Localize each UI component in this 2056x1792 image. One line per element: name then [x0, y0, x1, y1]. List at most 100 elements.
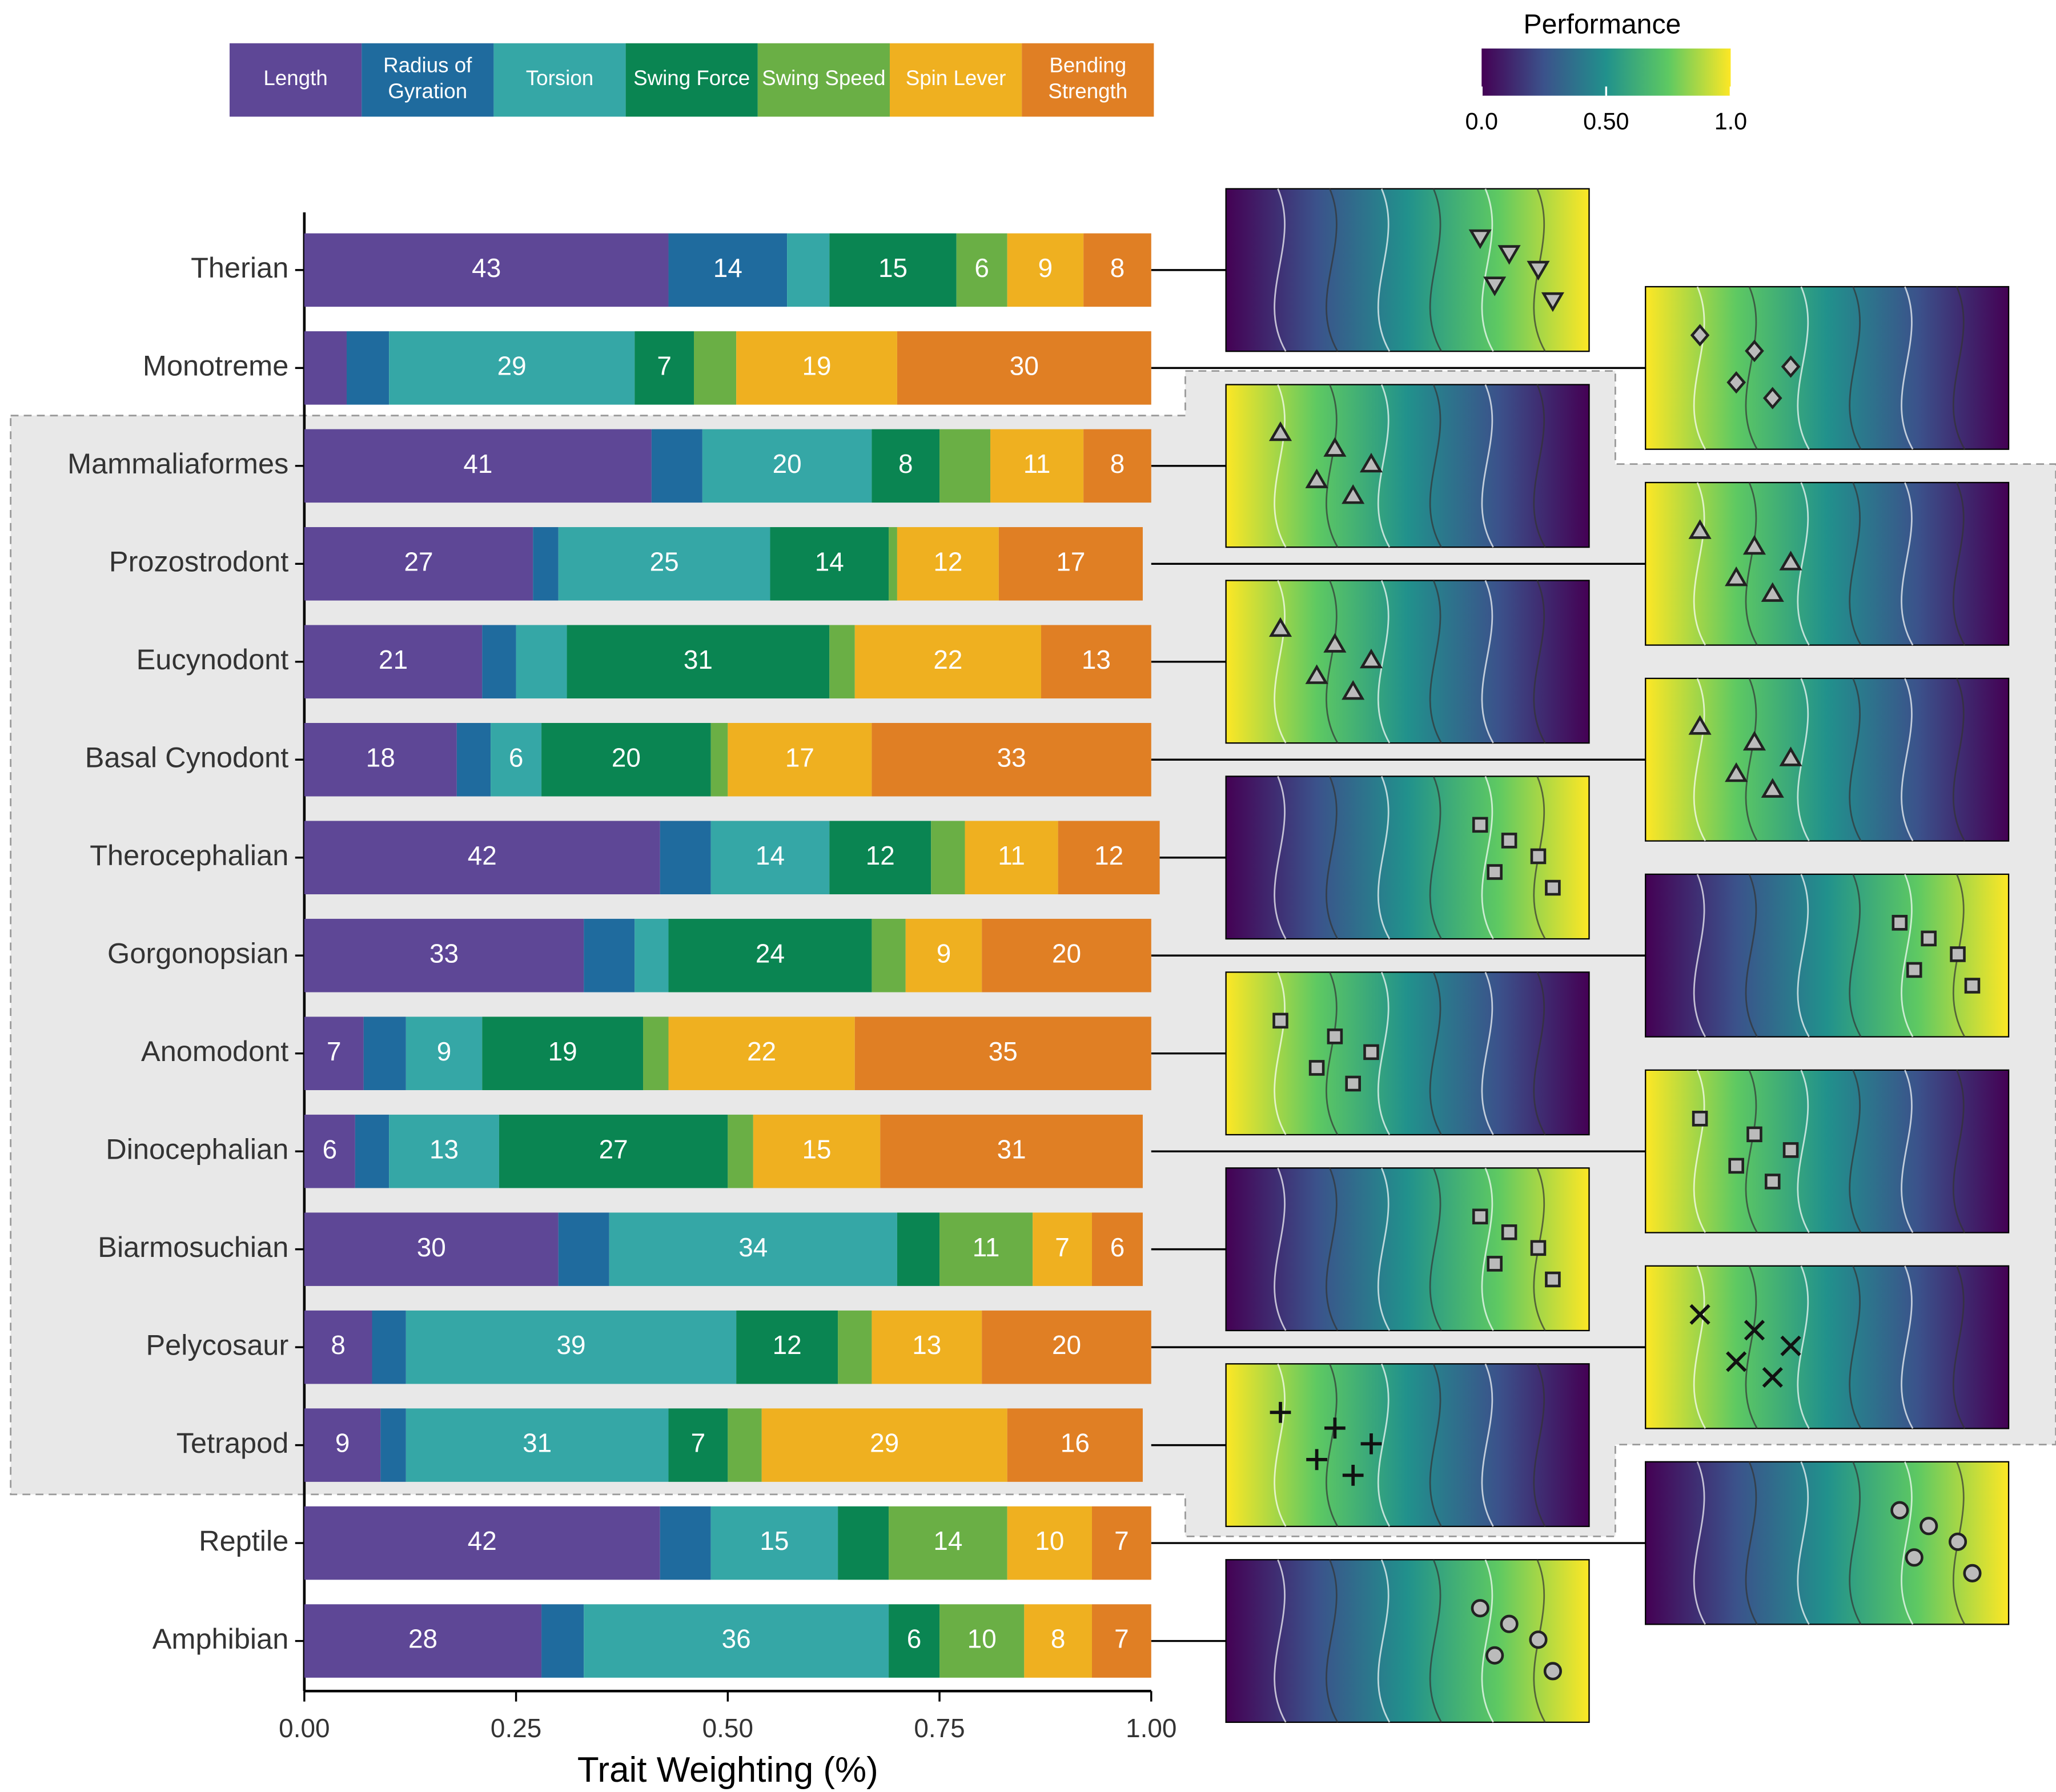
bar-segment — [499, 1114, 728, 1188]
contour-line — [1797, 1461, 1810, 1625]
bar-segment — [491, 722, 542, 797]
contour-line — [1849, 1461, 1862, 1625]
contour-line — [1429, 580, 1442, 744]
contour-line — [1274, 580, 1287, 744]
panel-marker — [1779, 551, 1802, 570]
contour-line — [1952, 482, 1966, 646]
panel-marker — [1324, 1417, 1346, 1439]
contour-line — [1533, 580, 1546, 744]
panel-marker — [1963, 1564, 1982, 1582]
contour-panel — [1645, 873, 2010, 1038]
panel-marker — [1501, 833, 1517, 849]
contour-line — [1481, 776, 1494, 939]
bar-segment — [609, 1212, 897, 1286]
bar-segment — [710, 821, 830, 895]
y-tick-label: Dinocephalian — [106, 1133, 288, 1166]
contour-line — [1952, 1265, 1966, 1429]
data-label: 13 — [429, 1134, 459, 1164]
panel-marker — [1497, 245, 1521, 265]
panel-marker — [1270, 1401, 1291, 1423]
data-label: 25 — [650, 547, 679, 576]
panel-marker — [1359, 648, 1383, 669]
bar-segment — [897, 1212, 940, 1286]
panel-marker — [1323, 633, 1347, 653]
data-label: 7 — [1114, 1624, 1129, 1654]
bar-segment — [1033, 1212, 1092, 1286]
contour-line — [1797, 678, 1810, 842]
contour-line — [1693, 678, 1706, 842]
bar-segment — [405, 1016, 483, 1090]
panel-marker — [1545, 1271, 1561, 1288]
data-label: 14 — [713, 253, 742, 283]
bar-segment — [482, 1016, 644, 1090]
contour-panel — [1225, 1363, 1590, 1528]
bar-segment — [584, 918, 635, 993]
colorbar-tick-label: 0.50 — [1583, 109, 1629, 135]
contour-line — [1901, 874, 1914, 1038]
bar-segment — [872, 429, 940, 503]
panel-marker — [1689, 1304, 1710, 1325]
contour-panel — [1645, 286, 2010, 450]
bar-segment — [304, 527, 533, 601]
data-label: 7 — [691, 1428, 706, 1458]
data-label: 31 — [684, 645, 713, 674]
legend-entry: Length — [263, 68, 328, 91]
bar-segment — [872, 722, 1151, 797]
bar-segment — [304, 1114, 355, 1188]
contour-line — [1849, 1070, 1862, 1233]
bar-segment — [584, 1604, 889, 1678]
data-label: 20 — [1052, 938, 1081, 968]
panel-marker — [1471, 1599, 1489, 1618]
contour-line — [1274, 971, 1287, 1135]
legend-entry: Spin Lever — [906, 68, 1006, 90]
panel-marker — [1744, 1320, 1765, 1341]
y-tick-label: Monotreme — [143, 349, 288, 382]
legend-swatch — [493, 43, 626, 117]
panel-marker — [1500, 1614, 1519, 1633]
bar-segment — [558, 1212, 609, 1286]
data-label: 29 — [497, 351, 527, 380]
contour-line — [1377, 188, 1391, 352]
y-tick-label: Therocephalian — [90, 839, 288, 871]
contour-panel — [1645, 1461, 2010, 1625]
data-label: 43 — [472, 253, 501, 283]
contour-line — [1745, 1461, 1758, 1625]
data-label: 6 — [509, 742, 524, 772]
panel-marker — [1726, 371, 1746, 394]
data-label: 13 — [912, 1330, 941, 1360]
panel-marker — [1342, 484, 1365, 504]
panel-marker — [1690, 324, 1710, 347]
legend-entry: Swing Force — [633, 68, 750, 90]
panel-marker — [1487, 1256, 1503, 1272]
contour-line — [1429, 188, 1442, 352]
bar-segment — [787, 233, 830, 307]
contour-line — [1377, 580, 1391, 744]
panel-marker — [1527, 260, 1550, 281]
contour-line — [1533, 384, 1546, 548]
contour-line — [1901, 1461, 1914, 1625]
data-label: 18 — [366, 742, 395, 772]
data-label: 7 — [327, 1036, 342, 1066]
panel-marker — [1545, 879, 1561, 896]
bar-segment — [304, 331, 347, 405]
bar-segment — [880, 1114, 1143, 1188]
bar-segment — [1058, 821, 1160, 895]
x-tick-label: 0.00 — [279, 1713, 330, 1743]
data-label: 9 — [937, 938, 951, 968]
contour-panel — [1225, 384, 1590, 548]
panel-marker — [1529, 1630, 1548, 1649]
contour-line — [1693, 286, 1706, 450]
data-label: 17 — [1056, 547, 1085, 576]
legend-label: Length — [263, 68, 328, 91]
bar-segment — [389, 1114, 499, 1188]
bar-segment — [1091, 1604, 1151, 1678]
y-tick-label: Biarmosuchian — [98, 1231, 288, 1263]
contour-line — [1849, 286, 1862, 450]
data-label: 22 — [933, 645, 962, 674]
panel-marker — [1892, 915, 1908, 931]
data-label: 15 — [802, 1134, 831, 1164]
panel-marker — [1950, 946, 1966, 962]
panel-marker — [1688, 715, 1712, 735]
bar-segment — [770, 527, 889, 601]
